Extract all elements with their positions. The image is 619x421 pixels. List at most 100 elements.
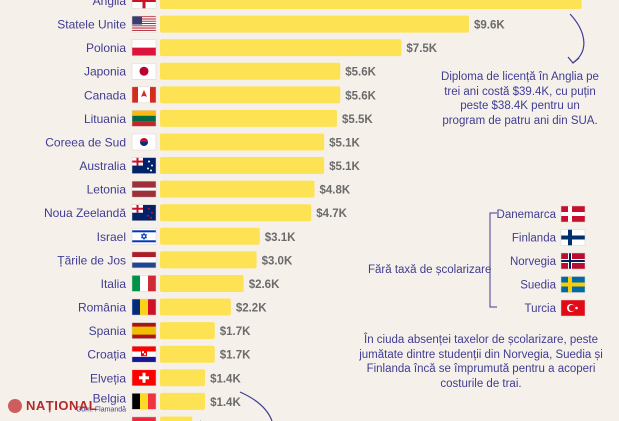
category-label: Japonia: [84, 65, 126, 79]
value-label: $1.7K: [220, 350, 251, 362]
category-sublabel: Com. Flamandă: [76, 406, 126, 413]
category-label: Israel: [97, 230, 126, 244]
poland-flag-icon: [131, 39, 157, 56]
denmark-flag-icon: [560, 205, 586, 223]
bar-row: Țările de Jos $3.0K: [57, 251, 293, 269]
category-label: Noua Zeelandă: [44, 206, 126, 220]
lithuania-flag-icon: [131, 110, 157, 127]
turkey-flag-icon: [560, 299, 586, 317]
switzerland-flag-icon: [131, 369, 157, 387]
category-label: Elveția: [90, 371, 126, 385]
bar-row: Anglia: [93, 0, 582, 9]
japan-flag-icon: [131, 62, 157, 80]
value-label: $1.4K: [210, 397, 241, 409]
no-tuition-country: Suedia: [520, 280, 556, 292]
bar-row: Croația $1.7K: [87, 345, 251, 363]
bar: [160, 204, 312, 222]
sweden-flag-icon: [560, 276, 586, 293]
category-label: Polonia: [86, 41, 126, 55]
bar: [160, 133, 325, 151]
value-label: $2.2K: [236, 303, 267, 315]
value-label: $7.5K: [406, 43, 437, 55]
bar: [160, 227, 260, 245]
bar-row: Polonia $7.5K: [86, 39, 438, 57]
bar-row: Austria$1.0K: [89, 416, 229, 421]
logo-mark-icon: [8, 398, 22, 413]
england-note-arrow: [569, 13, 585, 63]
category-label: Anglia: [93, 0, 127, 8]
value-label: $5.1K: [329, 161, 360, 173]
category-label: România: [78, 301, 126, 315]
bar: [160, 416, 193, 421]
finland-flag-icon: [560, 229, 586, 246]
netherlands-flag-icon: [131, 251, 157, 269]
bar-row: Coreea de Sud $5.1K: [45, 133, 361, 151]
no-tuition-list: Danemarca Finlanda Norvegia Suedia Turcia: [489, 205, 586, 317]
category-label: Statele Unite: [57, 18, 126, 32]
category-label: Italia: [101, 277, 127, 291]
no-tuition-country: Turcia: [524, 303, 556, 315]
canada-flag-icon: [131, 86, 157, 104]
latvia-flag-icon: [131, 180, 157, 198]
no-tuition-bracket: [489, 212, 497, 308]
bar: [160, 15, 469, 33]
usa-flag-icon: [131, 15, 157, 33]
category-label: Austria: [89, 418, 127, 421]
category-label: Croația: [87, 348, 126, 362]
bar-row: Letonia $4.8K: [87, 180, 351, 198]
national-logo: NAȚIONAL: [8, 398, 97, 413]
bar: [160, 322, 215, 340]
belgium-flag-icon: [131, 393, 157, 410]
value-label: $1.4K: [210, 373, 241, 385]
bar-row: Statele Unite $9.6K: [57, 15, 505, 33]
category-label: Letonia: [87, 183, 127, 197]
bar-row: România $2.2K: [78, 298, 267, 316]
no-tuition-country: Norvegia: [510, 256, 557, 268]
bar-row: Australia $5.1K: [79, 157, 361, 175]
israel-flag-icon: [131, 228, 157, 245]
bar: [160, 180, 315, 198]
australia-flag-icon: [131, 157, 157, 174]
bar: [160, 298, 231, 316]
bar-row: Italia $2.6K: [101, 274, 280, 292]
spain-flag-icon: [131, 322, 157, 339]
value-label: $4.8K: [320, 185, 351, 197]
bar-row: Israel $3.1K: [97, 227, 296, 245]
bar-row: Japonia $5.6K: [84, 62, 377, 80]
bar-row: Lituania $5.5K: [84, 109, 373, 127]
nordic-note: În ciuda absenței taxelor de școlarizare…: [359, 334, 603, 390]
bar: [160, 39, 402, 57]
category-label: Canada: [84, 88, 126, 102]
bar: [160, 345, 215, 363]
bar: [160, 0, 582, 9]
england-flag-icon: [131, 0, 157, 9]
value-label: $2.6K: [249, 279, 280, 291]
new-zealand-flag-icon: [131, 204, 157, 221]
bar-row: Elveția $1.4K: [90, 369, 241, 387]
no-tuition-country: Finlanda: [512, 233, 557, 245]
category-label: Lituania: [84, 112, 126, 126]
arrow-head-icon: [567, 56, 580, 64]
value-label: $9.6K: [474, 20, 505, 32]
bar: [160, 251, 257, 269]
bar-row: Spania $1.7K: [89, 322, 251, 340]
bar: [160, 109, 338, 127]
croatia-flag-icon: [131, 345, 157, 363]
logo-text: NAȚIONAL: [26, 398, 98, 413]
belgium-note-arrow: [239, 391, 273, 421]
norway-flag-icon: [560, 252, 586, 270]
value-label: $5.6K: [345, 67, 376, 79]
south-korea-flag-icon: [131, 133, 157, 151]
bar: [160, 274, 244, 292]
bar: [160, 62, 341, 80]
bar: [160, 157, 325, 175]
value-label: $1.7K: [220, 326, 251, 338]
no-tuition-country: Danemarca: [497, 209, 557, 221]
romania-flag-icon: [131, 298, 157, 316]
category-label: Australia: [79, 159, 126, 173]
nordic-caption: Fără taxă de școlarizare: [368, 264, 492, 276]
value-label: $4.7K: [316, 208, 347, 220]
category-label: Belgia: [93, 391, 127, 405]
